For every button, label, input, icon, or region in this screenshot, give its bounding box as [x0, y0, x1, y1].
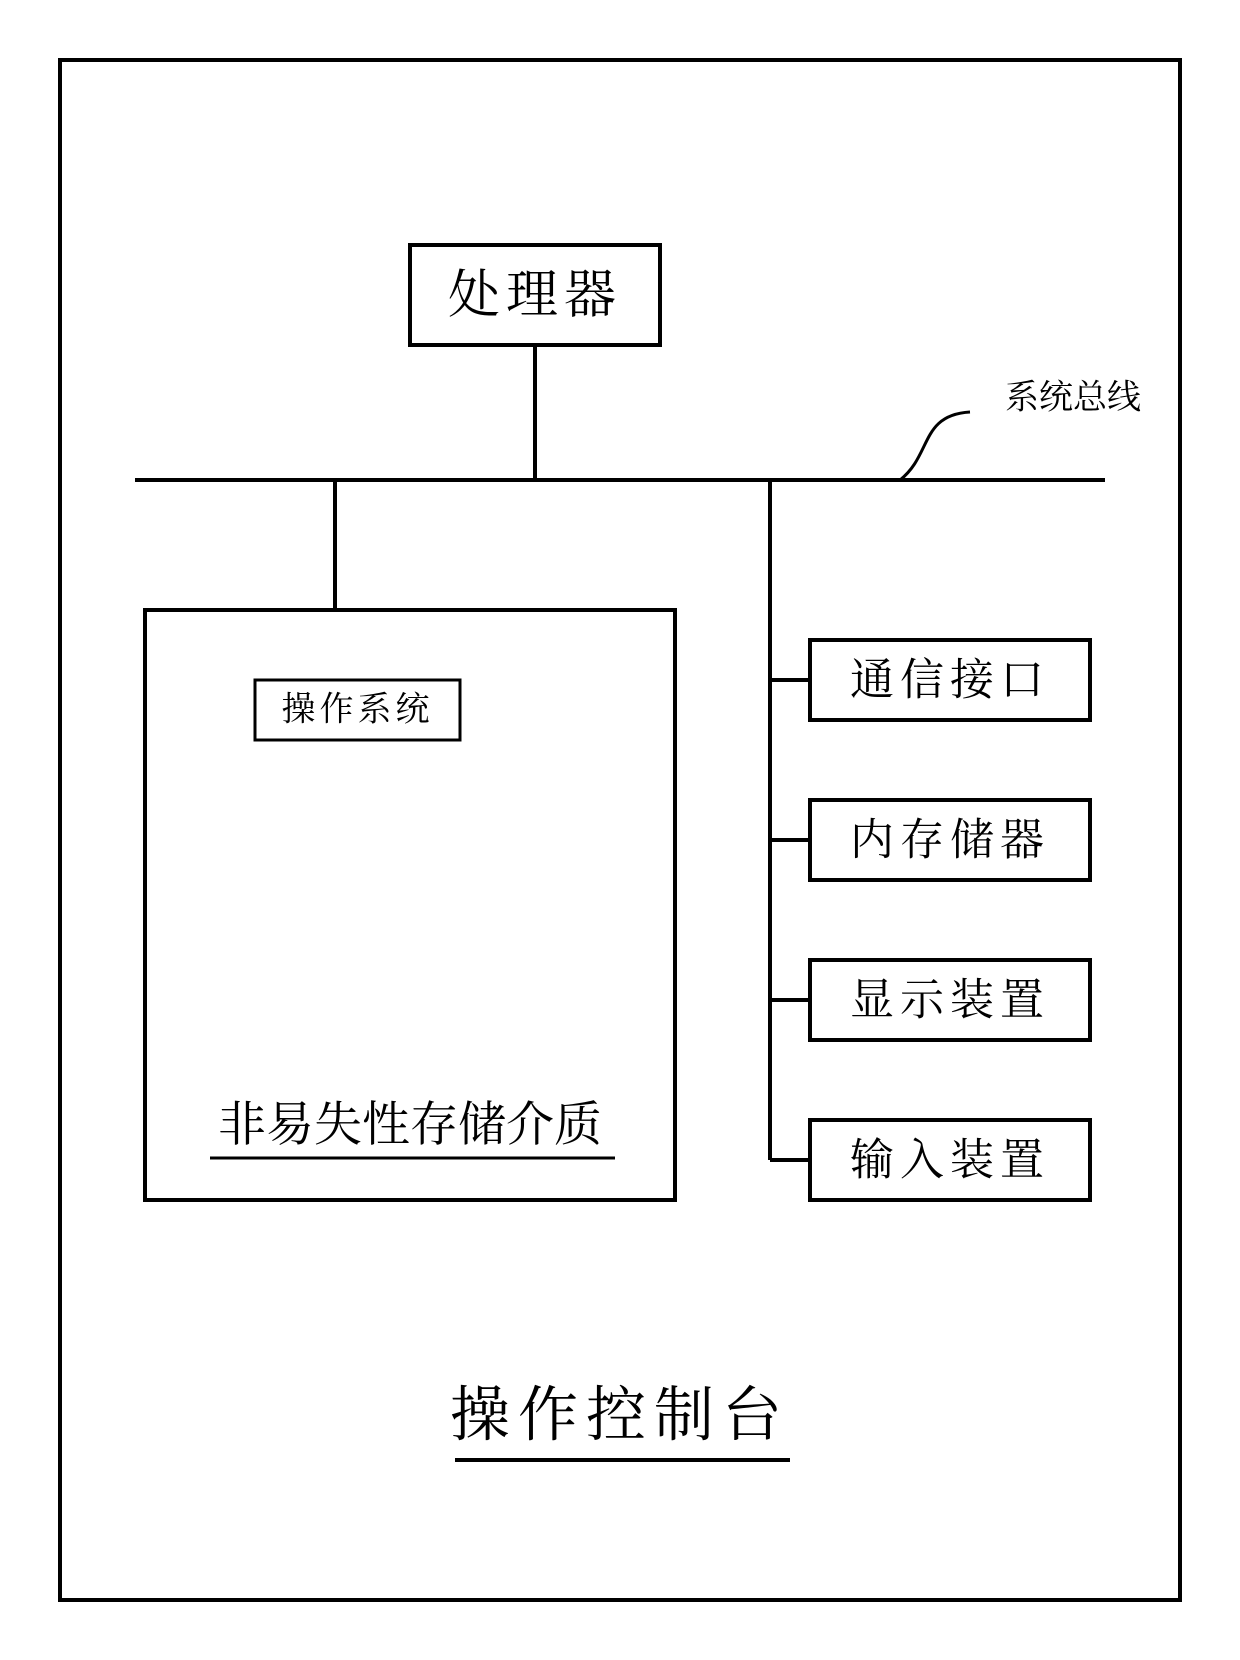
- storage-label: 非易失性存储介质: [218, 1085, 602, 1154]
- input-label: 输入装置: [850, 1123, 1050, 1187]
- processor-label: 处理器: [448, 252, 622, 327]
- bus-label-curve: [900, 412, 970, 480]
- os-label: 操作系统: [282, 682, 434, 731]
- title-label: 操作控制台: [450, 1367, 790, 1453]
- memory-label: 内存储器: [850, 803, 1050, 867]
- bus-label: 系统总线: [1005, 370, 1141, 419]
- display-label: 显示装置: [850, 963, 1050, 1027]
- comm-label: 通信接口: [850, 643, 1050, 707]
